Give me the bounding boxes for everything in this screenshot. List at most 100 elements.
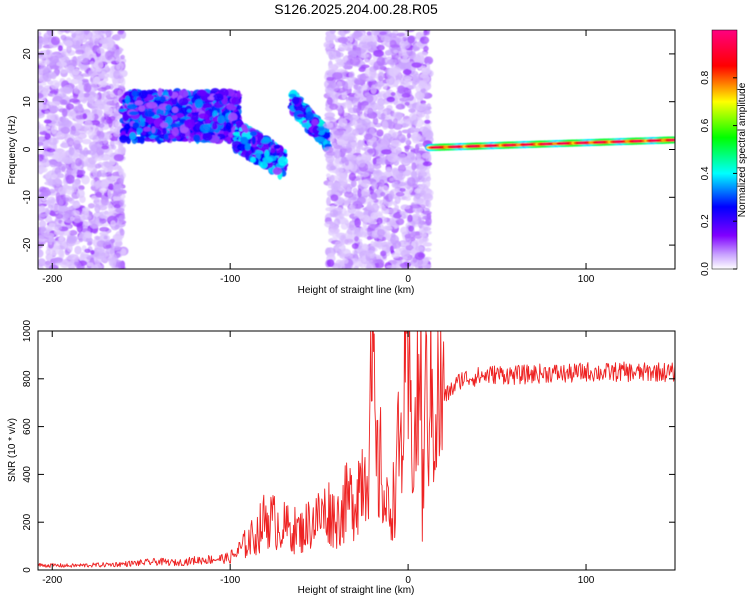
heat-cell <box>380 250 387 257</box>
heat-cell <box>356 156 363 161</box>
heat-cell <box>84 40 94 48</box>
heat-cell <box>418 112 426 118</box>
heat-cell <box>58 199 64 207</box>
heat-cell <box>402 256 408 261</box>
heat-cell <box>71 33 76 39</box>
heat-cell <box>48 264 59 269</box>
heat-cell <box>58 30 69 33</box>
heat-cell <box>404 146 410 153</box>
heat-cell <box>38 149 44 154</box>
heat-cell <box>355 107 361 114</box>
heat-cell <box>105 118 113 124</box>
heat-cell <box>68 230 78 236</box>
heat-cell <box>172 97 177 105</box>
heat-cell <box>345 100 352 106</box>
heat-cell <box>402 170 411 177</box>
heat-cell <box>128 111 139 116</box>
heat-cell <box>377 105 384 114</box>
heat-cell <box>244 143 251 151</box>
heat-cell <box>119 134 128 144</box>
colorbar-tick-label: 0.6 <box>700 118 711 132</box>
heat-cell <box>44 133 51 140</box>
heat-cell <box>151 126 156 134</box>
heat-cell <box>82 207 91 212</box>
heat-cell <box>100 172 108 178</box>
heat-cell <box>301 122 312 128</box>
heat-cell <box>326 196 331 207</box>
heat-cell <box>251 135 256 145</box>
heat-cell <box>217 133 224 138</box>
heat-cell <box>60 86 71 94</box>
heat-cell <box>347 132 356 141</box>
heat-cell <box>361 44 371 49</box>
heat-cell <box>377 91 389 99</box>
heat-cell <box>386 75 395 86</box>
heat-cell <box>366 204 374 210</box>
heat-cell <box>131 90 138 97</box>
heat-cell <box>44 58 50 66</box>
heat-cell <box>424 129 434 140</box>
heat-cell <box>346 127 352 133</box>
heat-cell <box>353 77 364 86</box>
heat-cell <box>69 30 75 34</box>
heat-cell <box>51 106 60 112</box>
heat-cell <box>388 32 398 38</box>
heat-cell <box>376 217 383 225</box>
heat-cell <box>104 240 112 245</box>
heat-cell <box>72 68 80 76</box>
heat-cell <box>101 145 109 150</box>
heat-cell <box>85 237 93 243</box>
spectrogram-feature <box>231 120 289 180</box>
heat-cell <box>92 168 98 178</box>
heat-cell <box>39 55 45 60</box>
heat-cell <box>66 244 73 253</box>
heat-cell <box>372 169 383 179</box>
heat-cell <box>110 220 116 227</box>
heat-cell <box>381 236 387 242</box>
heat-cell <box>421 152 432 159</box>
heat-cell <box>53 151 60 161</box>
heat-cell <box>112 191 123 197</box>
heat-cell <box>67 109 77 120</box>
heat-cell <box>103 161 112 168</box>
heat-cell <box>75 49 85 55</box>
heat-cell <box>102 137 108 145</box>
heat-cell <box>404 129 415 134</box>
heat-cell <box>170 123 180 128</box>
heat-cell <box>91 30 98 39</box>
heat-cell <box>38 92 44 99</box>
heat-cell <box>171 106 179 114</box>
heat-cell <box>119 199 124 207</box>
spectrogram-y-tick-label: -10 <box>22 190 33 205</box>
heat-cell <box>50 125 58 135</box>
heat-cell <box>336 167 344 173</box>
heat-cell <box>38 266 44 269</box>
heat-cell <box>115 49 120 59</box>
heat-cell <box>75 40 80 46</box>
heat-cell <box>38 121 41 130</box>
spectrogram-y-tick-label: 0 <box>22 146 33 152</box>
spectrogram-y-tick-label: 20 <box>22 48 33 60</box>
heat-cell <box>386 265 397 269</box>
heat-cell <box>334 149 341 159</box>
heat-cell <box>46 112 56 121</box>
heat-cell <box>82 113 88 120</box>
heat-cell <box>324 116 335 121</box>
heat-cell <box>198 113 209 120</box>
heat-cell <box>397 85 406 94</box>
heat-cell <box>409 113 417 121</box>
heat-cell <box>415 91 423 100</box>
heat-cell <box>146 101 158 109</box>
heat-cell <box>68 146 75 156</box>
heat-cell <box>96 47 105 54</box>
heat-cell <box>71 202 81 209</box>
heat-cell <box>360 100 369 107</box>
heat-cell <box>278 156 288 166</box>
heat-cell <box>99 231 109 236</box>
heat-cell <box>73 261 79 266</box>
heat-cell <box>380 149 392 155</box>
heat-cell <box>168 134 175 140</box>
heat-cell <box>212 93 224 102</box>
spectrogram-heatmap <box>38 30 675 269</box>
heat-cell <box>423 226 432 231</box>
